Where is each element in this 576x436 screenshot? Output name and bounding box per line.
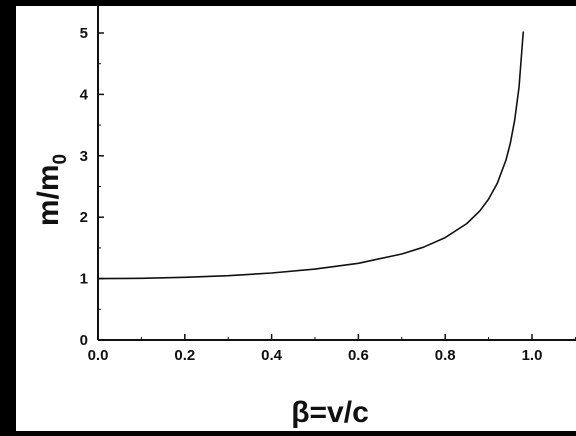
y-tick-label: 3 bbox=[80, 148, 88, 165]
x-tick-label: 0.2 bbox=[174, 347, 195, 364]
y-tick-label: 1 bbox=[80, 271, 88, 288]
x-axis-title: β=v/c bbox=[291, 396, 369, 429]
x-tick-label: 0.8 bbox=[435, 347, 456, 364]
x-tick-label: 0.4 bbox=[261, 347, 283, 364]
y-axis-title: m/m0 bbox=[32, 154, 71, 226]
y-axis-title-subscript: 0 bbox=[50, 154, 71, 165]
x-tick-label: 0.0 bbox=[88, 347, 109, 364]
y-axis-title-main: m/m bbox=[32, 164, 65, 226]
x-ticks: 0.0 0.2 0.4 0.6 0.8 1.0 bbox=[88, 334, 576, 364]
series-layer bbox=[97, 31, 525, 280]
plot-panel bbox=[16, 6, 576, 431]
y-tick-label: 0 bbox=[80, 332, 88, 349]
x-tick-label: 0.6 bbox=[348, 347, 369, 364]
y-tick-label: 5 bbox=[80, 25, 88, 42]
y-tick-label: 4 bbox=[80, 86, 89, 103]
x-tick-label: 1.0 bbox=[522, 347, 543, 364]
series-line bbox=[97, 31, 525, 280]
axes bbox=[97, 6, 576, 341]
y-tick-label: 2 bbox=[80, 209, 88, 226]
